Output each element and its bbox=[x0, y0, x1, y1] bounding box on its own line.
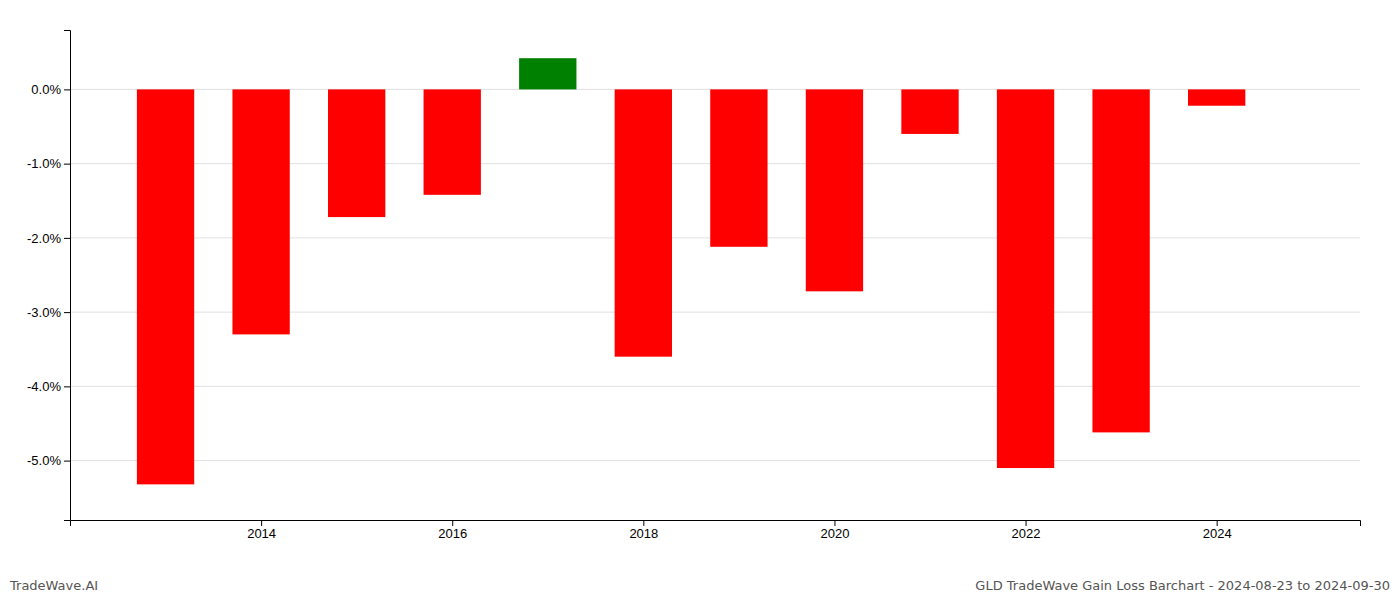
x-tick-mark bbox=[261, 520, 262, 526]
y-tick: -4.0% bbox=[27, 379, 70, 394]
x-tick-label: 2022 bbox=[1012, 526, 1041, 541]
bar bbox=[806, 89, 863, 291]
x-tick: 2020 bbox=[820, 520, 849, 541]
y-tick-mark bbox=[64, 89, 70, 90]
grid-line bbox=[70, 460, 1360, 461]
y-tick-mark bbox=[64, 461, 70, 462]
x-tick-mark bbox=[1026, 520, 1027, 526]
footer-text: TradeWave.AI bbox=[9, 578, 98, 593]
y-tick-label: -3.0% bbox=[27, 305, 61, 320]
bar bbox=[710, 89, 767, 246]
bar bbox=[519, 58, 576, 89]
y-tick: -5.0% bbox=[27, 453, 70, 468]
plot: 2014 2016 2018 2020 2022 2024 0.0% -1.0% -2.0% -3… bbox=[27, 31, 1360, 542]
x-tick: 2016 bbox=[438, 520, 467, 541]
x-tick-label: 2016 bbox=[438, 526, 467, 541]
y-tick: -3.0% bbox=[27, 305, 70, 320]
y-tick-label: -5.0% bbox=[27, 453, 61, 468]
x-axis: 2014 2016 2018 2020 2022 2024 bbox=[71, 520, 1361, 541]
y-tick-label: -2.0% bbox=[27, 231, 61, 246]
x-tick: 2024 bbox=[1203, 520, 1232, 541]
bar bbox=[1188, 89, 1245, 105]
bar bbox=[615, 89, 672, 356]
y-tick-label: 0.0% bbox=[31, 82, 61, 97]
bar bbox=[137, 89, 194, 484]
bars bbox=[137, 58, 1245, 484]
y-tick-label: -1.0% bbox=[27, 156, 61, 171]
y-tick: 0.0% bbox=[31, 82, 70, 97]
y-tick-mark bbox=[64, 164, 70, 165]
bar bbox=[328, 89, 385, 217]
grid bbox=[70, 89, 1360, 460]
y-tick-mark bbox=[64, 312, 70, 313]
x-tick: 2014 bbox=[247, 520, 276, 541]
bar bbox=[901, 89, 958, 134]
y-tick-mark bbox=[64, 238, 70, 239]
y-tick: -1.0% bbox=[27, 156, 70, 171]
chart: 2014 2016 2018 2020 2022 2024 0.0% -1.0% -2.0% -3… bbox=[0, 0, 1400, 600]
x-tick-mark bbox=[834, 520, 835, 526]
x-tick-label: 2020 bbox=[820, 526, 849, 541]
x-tick-mark bbox=[643, 520, 644, 526]
y-tick-mark bbox=[64, 386, 70, 387]
y-tick: -2.0% bbox=[27, 231, 70, 246]
y-axis: 0.0% -1.0% -2.0% -3.0% -4.0% -5.0% bbox=[27, 31, 70, 521]
x-axis-line bbox=[71, 521, 1361, 527]
x-tick-mark bbox=[452, 520, 453, 526]
grid-line bbox=[70, 386, 1360, 387]
x-tick-label: 2024 bbox=[1203, 526, 1232, 541]
x-tick-mark bbox=[1217, 520, 1218, 526]
footer-text: GLD TradeWave Gain Loss Barchart - 2024-… bbox=[975, 578, 1390, 593]
bar bbox=[997, 89, 1054, 468]
bar bbox=[1092, 89, 1149, 432]
x-tick-label: 2014 bbox=[247, 526, 276, 541]
bar bbox=[232, 89, 289, 334]
x-tick-label: 2018 bbox=[629, 526, 658, 541]
y-tick-label: -4.0% bbox=[27, 379, 61, 394]
x-tick: 2018 bbox=[629, 520, 658, 541]
x-tick: 2022 bbox=[1012, 520, 1041, 541]
y-axis-line bbox=[64, 31, 71, 521]
bar bbox=[424, 89, 481, 194]
